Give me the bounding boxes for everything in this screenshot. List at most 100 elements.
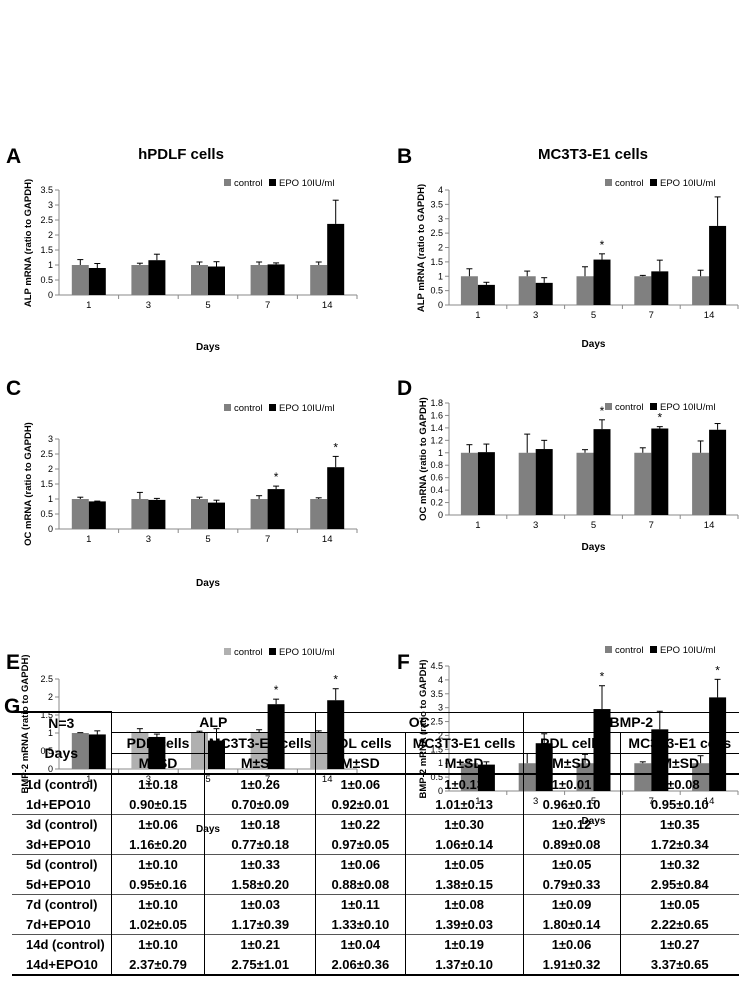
legend-swatch [605, 646, 612, 653]
table-cell: 1.91±0.32 [522, 954, 621, 976]
table-cell: 0.77±0.18 [204, 834, 316, 855]
x-tick-label: 5 [205, 300, 210, 311]
bar-epo-day-5 [208, 266, 225, 295]
y-axis-label: ALP mRNA (ratio to GAPDH) [23, 179, 34, 307]
bar-epo-day-14 [709, 429, 727, 515]
x-tick-label: 14 [704, 310, 715, 321]
table-row: 7d+EPO10 1.02±0.05 1.17±0.39 1.33±0.10 1.39±… [12, 914, 739, 935]
bar-control-day-14 [692, 276, 710, 305]
legend-label: control [615, 402, 644, 413]
row-label: 14d+EPO10 [12, 954, 112, 976]
row-label: 14d (control) [12, 934, 112, 955]
column-header: MC3T3-E1 cells [204, 732, 316, 753]
x-tick-label: 5 [591, 520, 596, 531]
significance-star: * [333, 440, 338, 454]
table-cell: 1±0.06 [110, 814, 205, 835]
bar-control-day-14 [310, 499, 328, 529]
table-cell: 1±0.12 [522, 814, 621, 835]
column-header: MC3T3-E1 cells [619, 732, 739, 753]
days-label: Days [12, 732, 112, 775]
row-label: 1d (control) [26, 777, 98, 793]
table-row: 5d (control) 1±0.10 1±0.33 1±0.06 1±0.05 1±0.… [12, 854, 739, 875]
y-tick-label: 1 [48, 260, 53, 270]
x-axis-label: Days [582, 542, 606, 553]
y-tick-label: 0.2 [430, 498, 443, 508]
table-cell: 1±0.01 [522, 774, 621, 795]
row-label: 5d+EPO10 [26, 876, 91, 892]
bar-epo-day-5 [208, 502, 225, 529]
legend-label: EPO 10IU/ml [660, 402, 715, 413]
table-cell: 1±0.13 [404, 774, 524, 795]
chart-panel-b: B MC3T3-E1 cells control EPO 10IU/ml 0 0.5 1 1.… [397, 145, 739, 350]
y-tick-label: 3 [438, 703, 443, 713]
table-cell: 3.37±0.65 [619, 954, 739, 976]
column-header: PDL cells [314, 732, 406, 753]
chart-title: MC3T3-E1 cells [538, 146, 648, 163]
y-tick-label: 1.6 [430, 410, 443, 420]
bar-epo-day-7 [267, 264, 285, 295]
table-row: 1d (control) 1±0.18 1±0.26 1±0.06 1±0.13 1±0.… [12, 774, 739, 795]
table-row: 3d+EPO10 1.16±0.20 0.77±0.18 0.97±0.05 1.06±… [12, 834, 739, 855]
column-header: PDL cells [110, 732, 205, 753]
legend-label: control [234, 178, 263, 189]
row-label: 7d (control) [12, 894, 112, 915]
bar-control-day-1 [71, 265, 89, 295]
x-tick-label: 3 [146, 300, 151, 311]
bar-control-day-1 [460, 276, 478, 305]
bar-control-day-3 [518, 452, 536, 515]
y-tick-label: 0 [438, 510, 443, 520]
panel-letter-b: B [397, 145, 412, 168]
table-cell: 1±0.05 [522, 854, 621, 875]
x-tick-label: 14 [322, 300, 333, 311]
significance-star: * [600, 404, 605, 418]
x-tick-label: 3 [533, 520, 538, 531]
y-tick-label: 4 [438, 675, 443, 685]
table-cell: 1.37±0.10 [404, 954, 524, 976]
table-cell: 1±0.18 [204, 814, 316, 835]
table-cell: 1±0.33 [204, 854, 316, 875]
group-header: ALP [110, 711, 316, 733]
y-tick-label: 1 [438, 448, 443, 458]
y-tick-label: 1.5 [430, 257, 443, 267]
y-axis-label: ALP mRNA (ratio to GAPDH) [416, 184, 427, 312]
table-header-row-cells: Days PDL cells MC3T3-E1 cells PDL cells … [12, 732, 739, 775]
y-tick-label: 4 [438, 185, 443, 195]
y-tick-label: 1.5 [40, 245, 53, 255]
y-tick-label: 1.4 [430, 423, 443, 433]
table-cell: 1±0.08 [404, 894, 524, 915]
legend-label: control [615, 645, 644, 656]
bar-epo-day-3 [535, 282, 553, 305]
legend-swatch [650, 646, 657, 653]
y-tick-label: 3.5 [430, 689, 443, 699]
table-cell: 1±0.09 [522, 894, 621, 915]
bar-control-day-5 [576, 276, 594, 305]
bar-epo-day-5 [593, 429, 611, 515]
x-tick-label: 14 [704, 520, 715, 531]
stat-header: M±SD [204, 752, 316, 775]
x-tick-label: 1 [86, 534, 91, 545]
bar-epo-day-14 [327, 467, 345, 529]
y-tick-label: 0 [438, 300, 443, 310]
table-cell: 0.97±0.05 [314, 834, 406, 855]
table-cell: 1±0.11 [314, 894, 406, 915]
table-cell: 1.33±0.10 [314, 914, 406, 935]
row-label: 5d (control) [12, 854, 112, 875]
table-cell: 0.90±0.15 [110, 794, 205, 815]
x-tick-label: 1 [475, 520, 480, 531]
y-tick-label: 1 [48, 494, 53, 504]
y-tick-label: 2.5 [40, 215, 53, 225]
legend-swatch [650, 403, 657, 410]
y-tick-label: 1 [438, 271, 443, 281]
significance-star: * [600, 238, 605, 252]
bar-epo-day-5 [593, 259, 611, 305]
stat-header: M±SD [314, 752, 406, 775]
y-tick-label: 4.5 [430, 661, 443, 671]
legend-swatch [224, 179, 231, 186]
table-cell: 1±0.03 [204, 894, 316, 915]
legend-swatch [224, 648, 231, 655]
table-cell: 2.95±0.84 [619, 874, 739, 895]
summary-table-panel: G N=3 ALP OC BMP-2 Days PDL cells MC3T3-… [0, 695, 747, 981]
bar-control-day-7 [250, 499, 268, 529]
